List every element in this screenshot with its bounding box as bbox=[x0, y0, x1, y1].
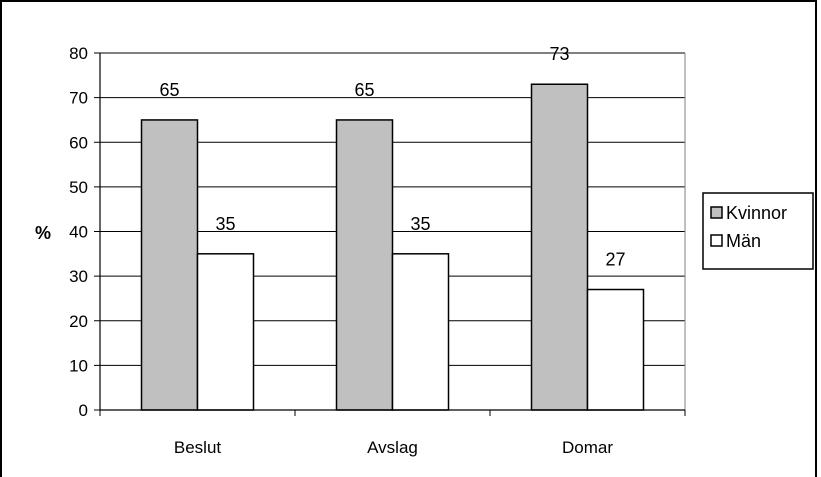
bar-avslag-kvinnor bbox=[335, 119, 394, 411]
data-label: 35 bbox=[215, 214, 235, 234]
y-tick-label: 50 bbox=[69, 178, 88, 197]
bar-avslag-man bbox=[391, 253, 450, 411]
x-tick-labels: Beslut Avslag Domar bbox=[174, 438, 613, 457]
bar-beslut-kvinnor bbox=[140, 119, 199, 411]
y-tick-label: 20 bbox=[69, 312, 88, 331]
legend-entry: Kvinnor bbox=[726, 203, 787, 223]
legend-swatch bbox=[710, 206, 723, 219]
axes bbox=[94, 52, 686, 416]
x-tick-label: Avslag bbox=[367, 438, 418, 457]
data-label: 73 bbox=[549, 44, 569, 64]
bar-domar-man bbox=[586, 288, 645, 411]
x-tick-label: Beslut bbox=[174, 438, 222, 457]
y-tick-label: 30 bbox=[69, 267, 88, 286]
bars bbox=[140, 83, 645, 411]
legend-entry: Män bbox=[726, 231, 761, 251]
y-tick-label: 10 bbox=[69, 356, 88, 375]
y-tick-label: 40 bbox=[69, 223, 88, 242]
bar-domar-kvinnor bbox=[530, 83, 589, 411]
y-tick-labels: 0 10 20 30 40 50 60 70 80 bbox=[69, 44, 88, 420]
legend-box bbox=[702, 192, 814, 270]
bar-beslut-man bbox=[196, 253, 255, 411]
x-tick-label: Domar bbox=[562, 438, 613, 457]
data-labels: 65 35 65 35 73 27 bbox=[159, 44, 625, 269]
y-axis-label: % bbox=[35, 223, 51, 243]
data-label: 65 bbox=[159, 80, 179, 100]
y-tick-label: 80 bbox=[69, 44, 88, 63]
y-tick-label: 0 bbox=[79, 401, 88, 420]
data-label: 27 bbox=[605, 250, 625, 270]
y-tick-label: 70 bbox=[69, 89, 88, 108]
legend-swatch bbox=[710, 234, 723, 247]
data-label: 35 bbox=[410, 214, 430, 234]
legend: Kvinnor Män bbox=[702, 192, 814, 270]
data-label: 65 bbox=[354, 80, 374, 100]
y-tick-label: 60 bbox=[69, 133, 88, 152]
